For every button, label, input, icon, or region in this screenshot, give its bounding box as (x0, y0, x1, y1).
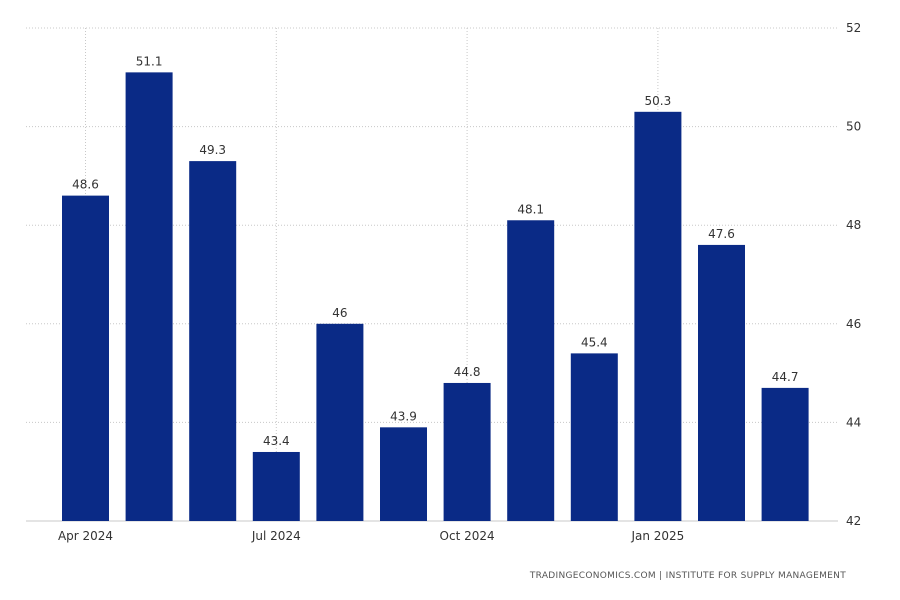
bar-value-label: 48.6 (72, 178, 99, 192)
bar (443, 382, 491, 521)
bar-value-label: 43.4 (263, 434, 290, 448)
bar (698, 244, 745, 522)
y-tick-label: 50 (846, 120, 861, 134)
x-tick-label: Jul 2024 (251, 529, 301, 543)
bar (507, 220, 555, 521)
bar (761, 387, 809, 521)
y-tick-label: 42 (846, 514, 861, 528)
y-tick-label: 52 (846, 21, 861, 35)
bar (570, 353, 618, 521)
bar (252, 451, 300, 521)
bar-value-label: 49.3 (199, 143, 226, 157)
bar-value-label: 44.8 (454, 365, 481, 379)
x-tick-label: Jan 2025 (630, 529, 684, 543)
bar (125, 72, 173, 522)
bar-value-label: 47.6 (708, 227, 735, 241)
source-credit: TRADINGECONOMICS.COM | INSTITUTE FOR SUP… (529, 571, 846, 581)
y-tick-label: 46 (846, 317, 861, 331)
x-tick-label: Apr 2024 (58, 529, 113, 543)
bar-value-label: 50.3 (645, 94, 672, 108)
bar (380, 427, 427, 521)
bar (634, 111, 682, 521)
y-tick-label: 44 (846, 415, 861, 429)
bar-value-label: 48.1 (517, 202, 544, 216)
y-tick-label: 48 (846, 218, 861, 232)
bar (62, 195, 109, 521)
bar (189, 161, 237, 522)
bar-value-label: 46 (332, 306, 347, 320)
bar-value-label: 43.9 (390, 409, 417, 423)
bar (316, 323, 364, 521)
bar-value-label: 45.4 (581, 335, 608, 349)
bar-value-label: 44.7 (772, 370, 799, 384)
x-tick-label: Oct 2024 (440, 529, 495, 543)
bar-value-label: 51.1 (136, 54, 163, 68)
